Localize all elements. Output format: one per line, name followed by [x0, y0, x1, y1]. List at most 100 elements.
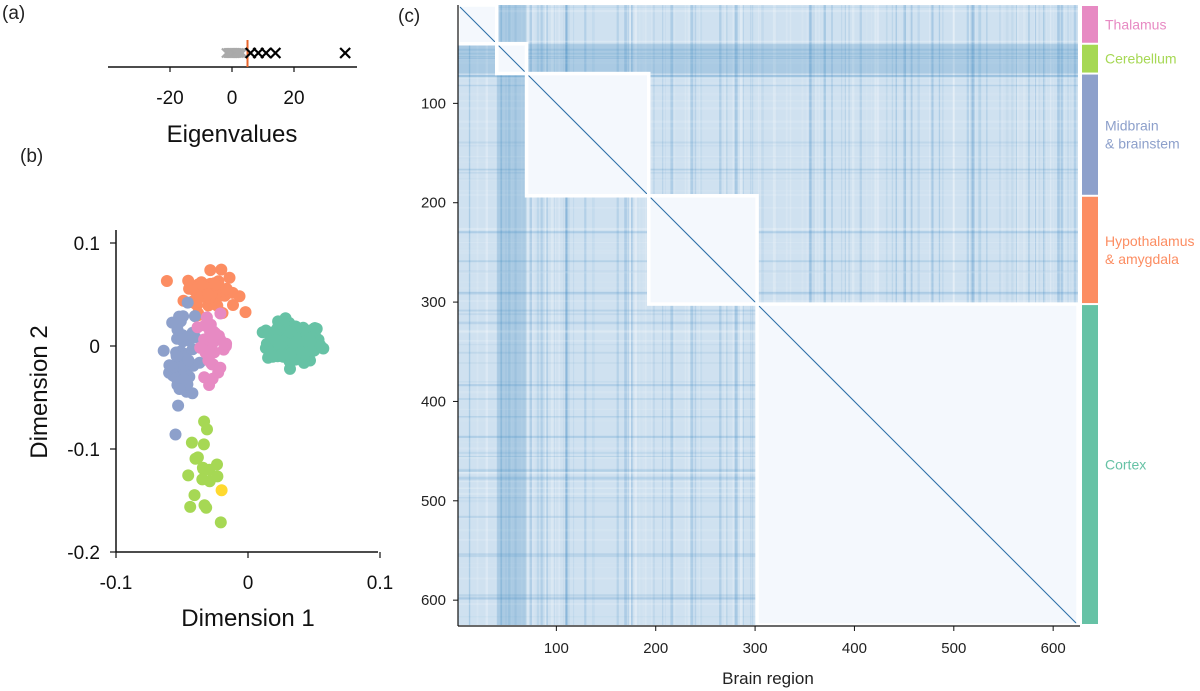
heatmap-column-streak [739, 5, 743, 625]
brain-region-x-tick-label: 300 [743, 640, 768, 657]
heatmap-row-streak [458, 270, 1078, 273]
heatmap-column-streak [699, 5, 702, 625]
heatmap-row-streak [458, 40, 1078, 43]
region-label: Midbrain [1105, 118, 1159, 134]
heatmap-column-streak [694, 5, 697, 625]
heatmap-block-outline [755, 302, 1080, 627]
data-point [214, 516, 227, 529]
heatmap-row-streak [458, 179, 1078, 181]
data-point [204, 264, 217, 277]
heatmap-column-streak [527, 5, 530, 625]
heatmap-row-streak [458, 168, 1078, 170]
heatmap-column-streak [505, 5, 507, 625]
heatmap-column-streak [553, 5, 556, 625]
heatmap-column-streak [644, 5, 647, 625]
heatmap-column-streak [735, 5, 737, 625]
heatmap-block-outline [495, 42, 529, 76]
brain-region-y-tick-label: 300 [421, 294, 446, 311]
data-point [188, 310, 201, 323]
data-point [223, 271, 236, 284]
heatmap-column-streak [568, 5, 570, 625]
heatmap-row-streak [458, 281, 1078, 283]
heatmap-row-streak [458, 57, 1078, 59]
data-point [182, 469, 195, 482]
heatmap-column-streak [633, 5, 637, 625]
data-point [266, 350, 279, 363]
region-color-bar [1082, 44, 1098, 73]
data-point [169, 428, 182, 441]
heatmap-row-streak [458, 127, 1078, 130]
heatmap-column-streak [565, 5, 569, 625]
heatmap-row-streak [458, 172, 1078, 174]
data-point [308, 322, 321, 335]
heatmap-row-streak [458, 157, 1078, 159]
heatmap-column-streak [514, 5, 517, 625]
heatmap-row-streak [458, 242, 1078, 243]
panel-label-a: (a) [2, 3, 25, 24]
heatmap-column-streak [725, 5, 727, 625]
data-point [166, 316, 179, 329]
heatmap-column-streak [543, 5, 547, 625]
dimension2-tick-label: 0.1 [74, 234, 100, 255]
heatmap-column-streak [701, 5, 703, 625]
heatmap-row-streak [458, 168, 1078, 172]
heatmap-column-streak [592, 5, 595, 625]
heatmap-column-streak [558, 5, 561, 625]
heatmap-column-streak [739, 5, 742, 625]
series-thalamus [191, 307, 233, 391]
heatmap-column-streak [642, 5, 645, 625]
heatmap-row-streak [458, 84, 1078, 87]
outlier-eigenvalue-marker [260, 47, 272, 59]
dimension1-axis-title: Dimension 1 [181, 605, 314, 632]
data-point [173, 383, 186, 395]
heatmap-row-streak [458, 75, 1078, 77]
bulk-eigenvalue-marker [235, 47, 246, 59]
heatmap-column-streak [670, 5, 674, 625]
heatmap-row-streak [458, 227, 1078, 231]
cerebellum-row-band [458, 43, 1078, 74]
eigenvalue-axis-title: Eigenvalues [167, 121, 298, 148]
heatmap-row-streak [458, 161, 1078, 163]
heatmap-row-streak [458, 53, 1078, 56]
heatmap-column-streak [565, 5, 568, 625]
region-label: Hypothalamus [1105, 233, 1195, 249]
heatmap-column-streak [529, 5, 532, 625]
heatmap-column-streak [624, 5, 627, 625]
data-point [208, 278, 221, 291]
heatmap-row-streak [458, 84, 1078, 87]
heatmap-row-streak [458, 260, 1078, 263]
heatmap-row-streak [458, 107, 1078, 110]
data-point [187, 330, 200, 343]
heatmap-column-streak [532, 5, 535, 625]
data-point [233, 290, 246, 303]
data-point [197, 438, 210, 451]
heatmap-row-streak [458, 156, 1078, 158]
dimension2-tick-label: 0 [89, 337, 100, 358]
region-label: Thalamus [1105, 16, 1166, 32]
heatmap-column-streak [629, 5, 631, 625]
series-midbrain-brainstem [157, 296, 206, 441]
data-point [178, 373, 190, 386]
brain-region-x-tick-label: 500 [941, 640, 966, 657]
heatmap-row-streak [458, 120, 1078, 123]
data-point [200, 311, 213, 324]
dimension2-tick-label: -0.2 [67, 543, 100, 564]
heatmap-column-streak [468, 5, 471, 625]
panel-label-b: (b) [20, 146, 43, 167]
similarity-heatmap: 100 200 300 400 500 600 100 200 300 400 500 600 Tha… [421, 3, 1195, 688]
heatmap-row-streak [458, 75, 1078, 79]
heatmap-row-streak [458, 207, 1078, 209]
heatmap-column-streak [688, 5, 691, 625]
data-point [200, 501, 213, 514]
heatmap-row-streak [458, 58, 1078, 61]
heatmap-row-streak [458, 245, 1078, 248]
outlier-eigenvalue-marker [269, 47, 282, 59]
data-point [188, 489, 201, 502]
heatmap-column-streak [750, 5, 752, 625]
heatmap-column-streak [510, 5, 512, 625]
heatmap-column-streak [651, 5, 653, 625]
brain-region-x-tick-label: 100 [544, 640, 569, 657]
heatmap-column-streak [500, 5, 503, 625]
heatmap-row-streak [458, 44, 1078, 45]
data-point [203, 475, 216, 488]
